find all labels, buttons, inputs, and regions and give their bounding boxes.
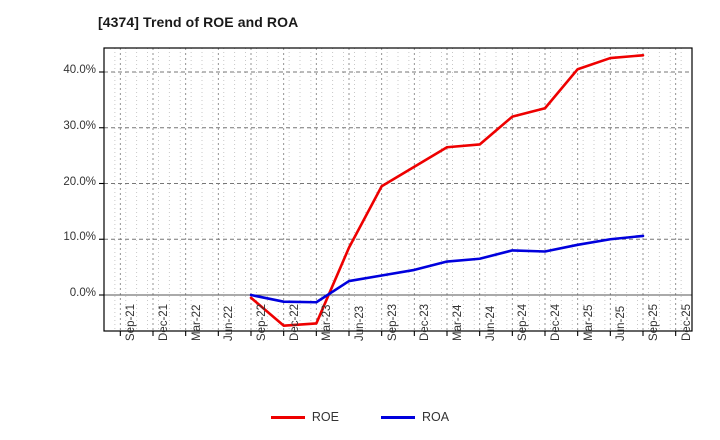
x-tick-label: Mar-22 [190, 304, 203, 341]
x-tick-label: Jun-24 [484, 305, 497, 341]
x-tick-label: Mar-23 [321, 304, 334, 341]
x-tick-label: Sep-22 [256, 303, 268, 341]
x-tick-label: Jun-25 [615, 305, 628, 341]
data-series-group [249, 53, 645, 327]
legend-label: ROE [311, 410, 339, 424]
x-tick-label: Dec-21 [158, 303, 170, 341]
x-tick-label: Jun-23 [354, 305, 366, 341]
series-line-roa [249, 234, 645, 304]
y-tick-label: 10.0% [63, 231, 96, 244]
y-tick-label: 0.0% [69, 287, 96, 299]
minor-gridlines-group [114, 48, 682, 331]
axis-frame [103, 47, 693, 332]
x-tick-label: Sep-25 [648, 303, 660, 341]
series-line-roe [249, 53, 645, 327]
x-tick-label: Dec-24 [550, 303, 562, 341]
x-tick-label: Jun-22 [223, 305, 236, 341]
legend-item-roe[interactable]: ROE [270, 410, 339, 424]
y-tick-label: 40.0% [63, 64, 96, 76]
x-tick-label: Sep-24 [517, 303, 530, 341]
x-tick-label: Dec-22 [288, 303, 301, 341]
chart-title: [4374] Trend of ROE and ROA [98, 14, 299, 30]
x-tick-label: Sep-21 [125, 303, 138, 341]
x-tick-label: Mar-24 [452, 304, 464, 341]
y-tick-label: 30.0% [63, 119, 96, 132]
x-tick-label: Sep-23 [386, 303, 399, 341]
y-tick-label: 20.0% [63, 175, 96, 188]
x-tick-label: Dec-23 [419, 303, 432, 341]
x-tick-label: Mar-25 [582, 304, 595, 341]
legend-line-swatch [381, 415, 415, 419]
axis-tick-marks [99, 71, 677, 336]
legend-line-swatch [270, 415, 305, 419]
x-tick-label: Dec-25 [680, 303, 693, 341]
legend-label: ROA [422, 410, 450, 424]
chart-legend: ROE ROA [0, 405, 720, 429]
legend-item-roa[interactable]: ROA [381, 410, 449, 424]
